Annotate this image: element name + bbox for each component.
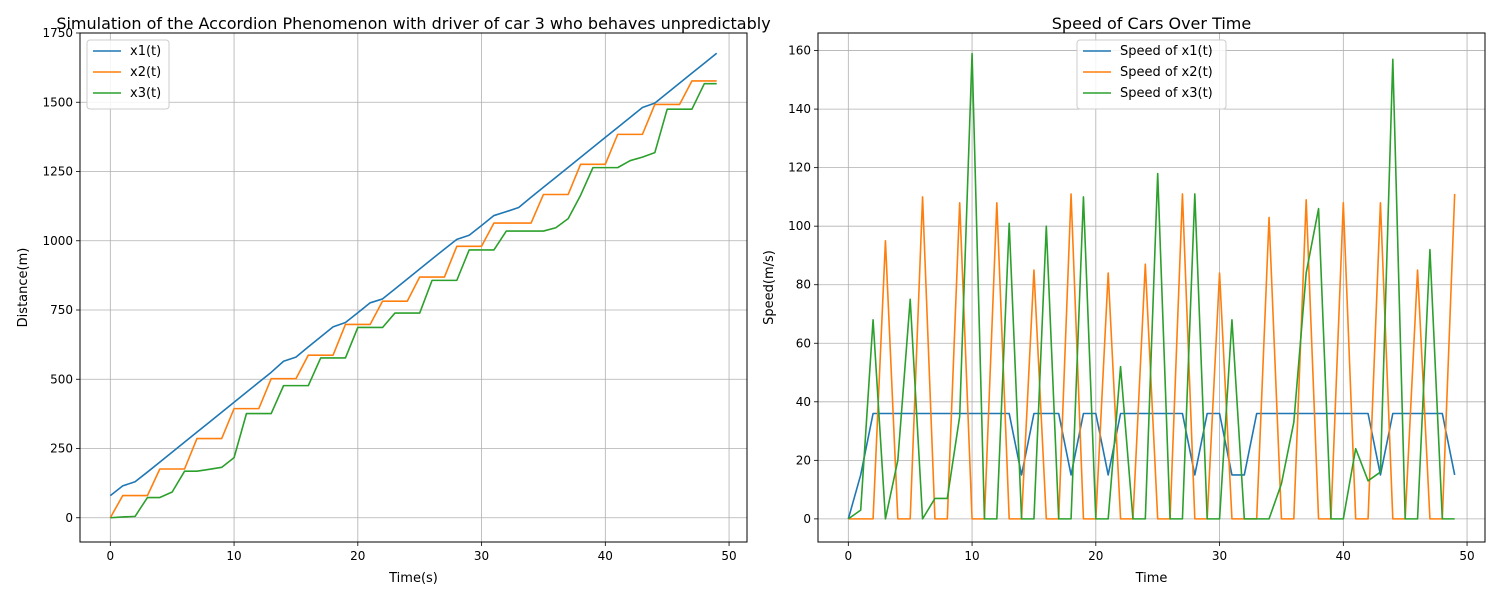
x-tick-label: 20 [1088,549,1103,563]
legend-box [86,39,170,110]
y-tick-label: 40 [796,395,811,409]
series-line-2 [109,80,717,519]
y-tick-label: 250 [50,442,73,456]
y-tick-label: 500 [50,372,73,386]
legend-label-3: x3(t) [130,86,161,101]
series-line-1 [847,412,1456,520]
x-tick-label: 0 [844,549,852,563]
y-tick-label: 80 [796,278,811,292]
y-tick-label: 1500 [42,95,73,109]
y-axis-label-speed: Speed(m/s) [762,250,777,325]
x-tick-label: 10 [226,549,241,563]
legend-speed: Speed of x1(t) Speed of x2(t) Speed of x3(… [1076,39,1227,110]
x-tick-label: 10 [964,549,979,563]
ticks-speed: 0 10 20 30 40 50 0 20 40 60 80 100 120 140 160 [788,44,1475,563]
y-tick-label: 120 [788,161,811,175]
series-speed [847,52,1456,520]
series-line-2 [848,193,1456,520]
y-axis-label-distance: Distance(m) [16,248,31,328]
x-tick-label: 50 [1459,549,1474,563]
x-tick-label: 30 [474,549,489,563]
y-tick-label: 1250 [42,165,73,179]
x-tick-label: 0 [106,549,114,563]
y-tick-label: 160 [788,44,811,58]
y-tick-label: 1750 [42,26,73,40]
y-tick-label: 0 [803,512,811,526]
x-axis-label-speed: Time [1135,571,1168,586]
legend-distance: x1(t) x2(t) x3(t) [86,39,170,110]
legend-label-1: x1(t) [130,44,161,59]
series-distance [109,52,718,519]
legend-label-2: Speed of x2(t) [1120,65,1213,80]
legend-label-2: x2(t) [130,65,161,80]
y-tick-label: 140 [788,102,811,116]
legend-label-1: Speed of x1(t) [1120,44,1213,59]
x-axis-label-distance: Time(s) [388,571,438,586]
y-tick-label: 60 [796,336,811,350]
x-tick-label: 20 [350,549,365,563]
x-tick-label: 40 [1336,549,1351,563]
axes-frame-distance [79,32,748,543]
series-line-3 [847,52,1455,520]
y-tick-label: 0 [65,511,73,525]
x-tick-label: 50 [721,549,736,563]
series-line-3 [110,82,717,519]
series-line-1 [109,52,718,497]
plot-area-speed [818,33,1485,542]
legend-box [1076,39,1227,110]
y-tick-label: 100 [788,219,811,233]
x-tick-label: 40 [598,549,613,563]
legend-label-3: Speed of x3(t) [1120,86,1213,101]
x-tick-label: 30 [1212,549,1227,563]
axes-frame-speed [817,32,1486,543]
y-tick-label: 1000 [42,234,73,248]
y-tick-label: 20 [796,453,811,467]
chart-speed: 0 10 20 30 40 50 0 20 40 60 80 100 120 140 160 Speed o… [762,14,1486,586]
chart-title-speed: Speed of Cars Over Time [1052,14,1251,33]
y-tick-label: 750 [50,303,73,317]
chart-title-distance: Simulation of the Accordion Phenomenon w… [56,14,770,33]
